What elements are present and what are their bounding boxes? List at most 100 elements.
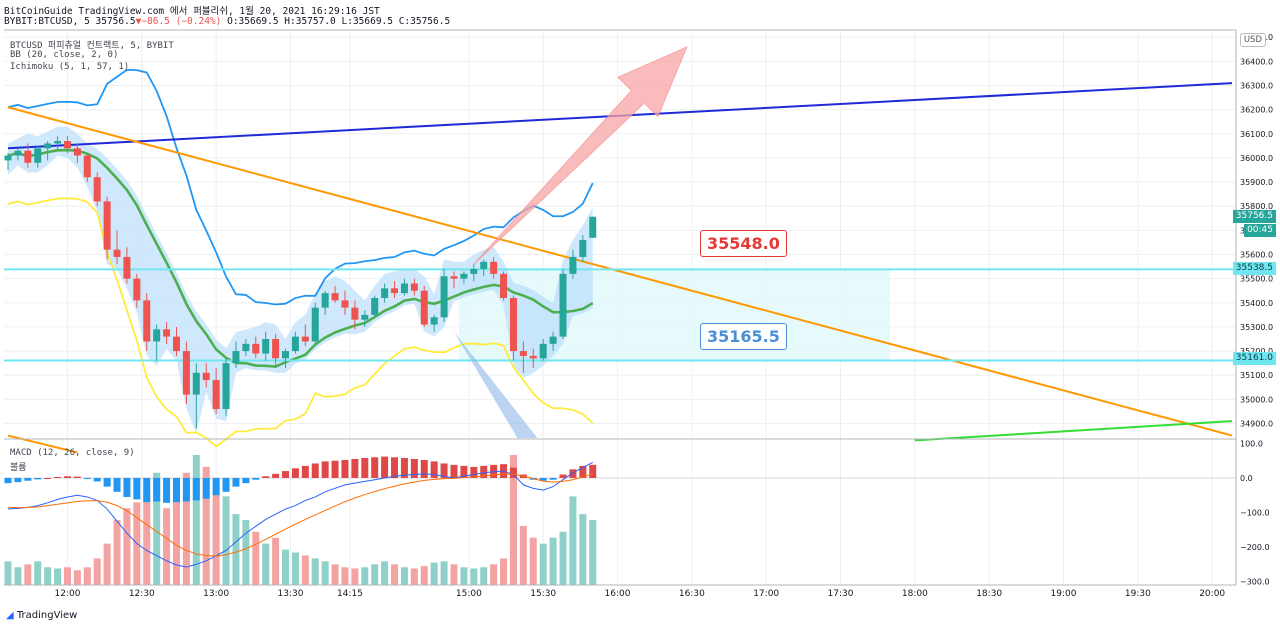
volume-bar xyxy=(440,561,448,585)
macd-histogram-bar xyxy=(14,477,22,483)
volume-bar xyxy=(311,558,319,585)
volume-bar xyxy=(153,472,161,585)
price-tick-label: 34900.0 xyxy=(1240,420,1273,429)
tradingview-logo[interactable]: ◢ TradingView xyxy=(6,610,77,621)
macd-histogram-bar xyxy=(420,460,428,478)
macd-histogram-bar xyxy=(123,477,131,497)
macd-histogram-bar xyxy=(351,458,359,478)
candle-body xyxy=(212,380,220,410)
candle-body xyxy=(559,273,567,337)
volume-bar xyxy=(172,496,180,585)
volume-bar xyxy=(420,566,428,585)
volume-bar xyxy=(490,564,498,585)
macd-legend[interactable]: MACD (12, 26, close, 9) xyxy=(10,448,135,458)
candle-body xyxy=(24,150,32,163)
time-tick-label: 12:30 xyxy=(129,589,155,599)
time-tick-label: 19:00 xyxy=(1051,589,1077,599)
upper-annotation[interactable]: 35548.0 xyxy=(700,230,787,257)
currency-button[interactable]: USD xyxy=(1239,33,1266,47)
volume-bar xyxy=(291,552,299,585)
bearish-arrow xyxy=(453,331,538,438)
candle-body xyxy=(232,351,240,364)
volume-legend[interactable]: 볼륨 xyxy=(10,463,27,473)
volume-bar xyxy=(63,567,71,585)
volume-bar xyxy=(54,568,62,585)
macd-histogram-bar xyxy=(192,477,200,501)
publish-header: BitCoinGuide TradingView.com 에서 퍼블리쉬, 1월… xyxy=(4,6,380,17)
candle-body xyxy=(262,339,270,354)
countdown-tag: 00:45 xyxy=(1244,224,1276,237)
change-value: −86.5 (−0.24%) xyxy=(141,16,222,27)
volume-bar xyxy=(589,520,597,585)
lower-level-tag: 35161.0 xyxy=(1232,352,1276,365)
macd-histogram-bar xyxy=(133,477,141,500)
macd-histogram-bar xyxy=(153,477,161,502)
volume-bar xyxy=(252,531,260,585)
ichimoku-legend[interactable]: Ichimoku (5, 1, 57, 1) xyxy=(10,62,130,72)
candle-body xyxy=(569,256,577,274)
symbol-legend[interactable]: BTCUSD 퍼피츄얼 컨트랙트, 5, BYBIT xyxy=(10,41,174,51)
volume-bar xyxy=(539,543,547,585)
price-tick-label: 35400.0 xyxy=(1240,299,1273,308)
candle-body xyxy=(579,240,587,257)
time-tick-label: 13:30 xyxy=(277,589,303,599)
candle-body xyxy=(351,307,359,320)
macd-histogram-bar xyxy=(460,465,468,478)
logo-icon: ◢ xyxy=(6,610,14,621)
candle-body xyxy=(272,339,280,359)
bb-legend[interactable]: BB (20, close, 2, 0) xyxy=(10,50,119,60)
macd-histogram-bar xyxy=(24,477,32,481)
volume-bar xyxy=(103,543,111,585)
macd-histogram-bar xyxy=(113,477,121,492)
volume-bar xyxy=(430,562,438,585)
volume-bar xyxy=(44,567,52,585)
candle-body xyxy=(529,355,537,359)
candle-body xyxy=(460,273,468,279)
cloud-area xyxy=(8,126,593,434)
time-tick-label: 18:30 xyxy=(976,589,1002,599)
macd-histogram-bar xyxy=(539,477,547,481)
macd-histogram-bar xyxy=(589,464,597,478)
candle-body xyxy=(420,290,428,325)
macd-histogram-bar xyxy=(272,473,280,478)
candle-body xyxy=(83,155,91,178)
macd-histogram-bar xyxy=(410,458,418,478)
candle-body xyxy=(301,336,309,342)
macd-histogram-bar xyxy=(291,468,299,478)
volume-bar xyxy=(529,537,537,585)
time-tick-label: 16:30 xyxy=(679,589,705,599)
volume-bar xyxy=(549,537,557,585)
candle-body xyxy=(14,150,22,156)
volume-bar xyxy=(470,568,478,585)
price-tick-label: 35800.0 xyxy=(1240,202,1273,211)
macd-histogram-bar xyxy=(480,465,488,478)
candle-body xyxy=(163,329,171,337)
macd-histogram-bar xyxy=(391,457,399,478)
volume-bar xyxy=(202,466,210,585)
volume-bar xyxy=(4,561,12,585)
lower-annotation[interactable]: 35165.5 xyxy=(700,323,787,350)
time-tick-label: 16:00 xyxy=(605,589,631,599)
volume-bar xyxy=(331,564,339,585)
projection-arrows xyxy=(453,45,688,438)
time-tick-label: 12:00 xyxy=(54,589,80,599)
macd-histogram-bar xyxy=(371,457,379,478)
candle-body xyxy=(490,261,498,274)
ohlc-header: BYBIT:BTCUSD, 5 35756.5▼−86.5 (−0.24%) O… xyxy=(4,16,450,27)
macd-histogram-bar xyxy=(172,477,180,503)
volume-bar xyxy=(509,455,517,585)
volume-bar xyxy=(262,543,270,585)
macd-histogram-bar xyxy=(182,477,190,502)
axes: 34900.0 35000.0 35100.0 35200.0 35300.0 35400… xyxy=(4,29,1273,599)
time-tick-label: 14:15 xyxy=(337,589,363,599)
time-tick-label: 13:00 xyxy=(203,589,229,599)
volume-bar xyxy=(500,558,508,585)
macd-histogram-bar xyxy=(242,477,250,484)
macd-histogram-bar xyxy=(400,457,408,478)
macd-histogram-bar xyxy=(311,463,319,478)
candle-body xyxy=(73,148,81,156)
upper-level-tag: 35538.5 xyxy=(1232,262,1276,275)
candle-body xyxy=(430,317,438,325)
macd-histogram-bar xyxy=(202,477,210,499)
